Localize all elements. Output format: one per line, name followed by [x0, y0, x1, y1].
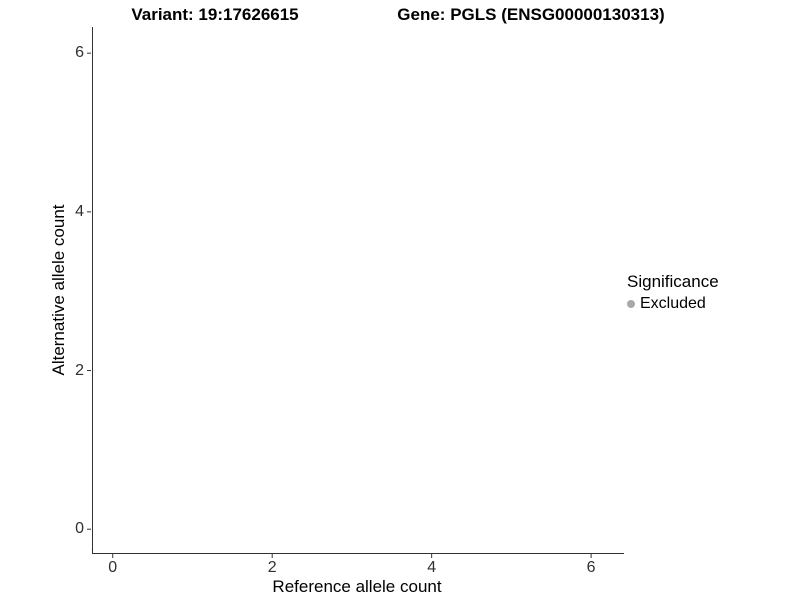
legend-key-dot-icon	[627, 300, 635, 308]
plot-title-variant: Variant: 19:17626615	[131, 5, 299, 24]
plot-panel	[92, 27, 624, 554]
plot-title-gene: Gene: PGLS (ENSG00000130313)	[397, 5, 665, 24]
legend: Significance Excluded	[627, 272, 719, 313]
legend-item-excluded: Excluded	[627, 295, 719, 313]
legend-title: Significance	[627, 272, 719, 291]
x-tick-label: 6	[586, 559, 596, 576]
x-tick-label: 0	[108, 559, 118, 576]
y-tick-label: 4	[75, 202, 84, 220]
x-tick-label: 4	[427, 559, 437, 576]
x-tick-label: 2	[267, 559, 277, 576]
y-tick-label: 6	[75, 44, 84, 62]
y-tick-label: 0	[75, 520, 84, 538]
y-axis-title: Alternative allele count	[49, 204, 68, 376]
legend-item-label: Excluded	[640, 295, 706, 312]
x-axis-title: Reference allele count	[272, 577, 442, 596]
y-tick-label: 2	[75, 361, 84, 379]
